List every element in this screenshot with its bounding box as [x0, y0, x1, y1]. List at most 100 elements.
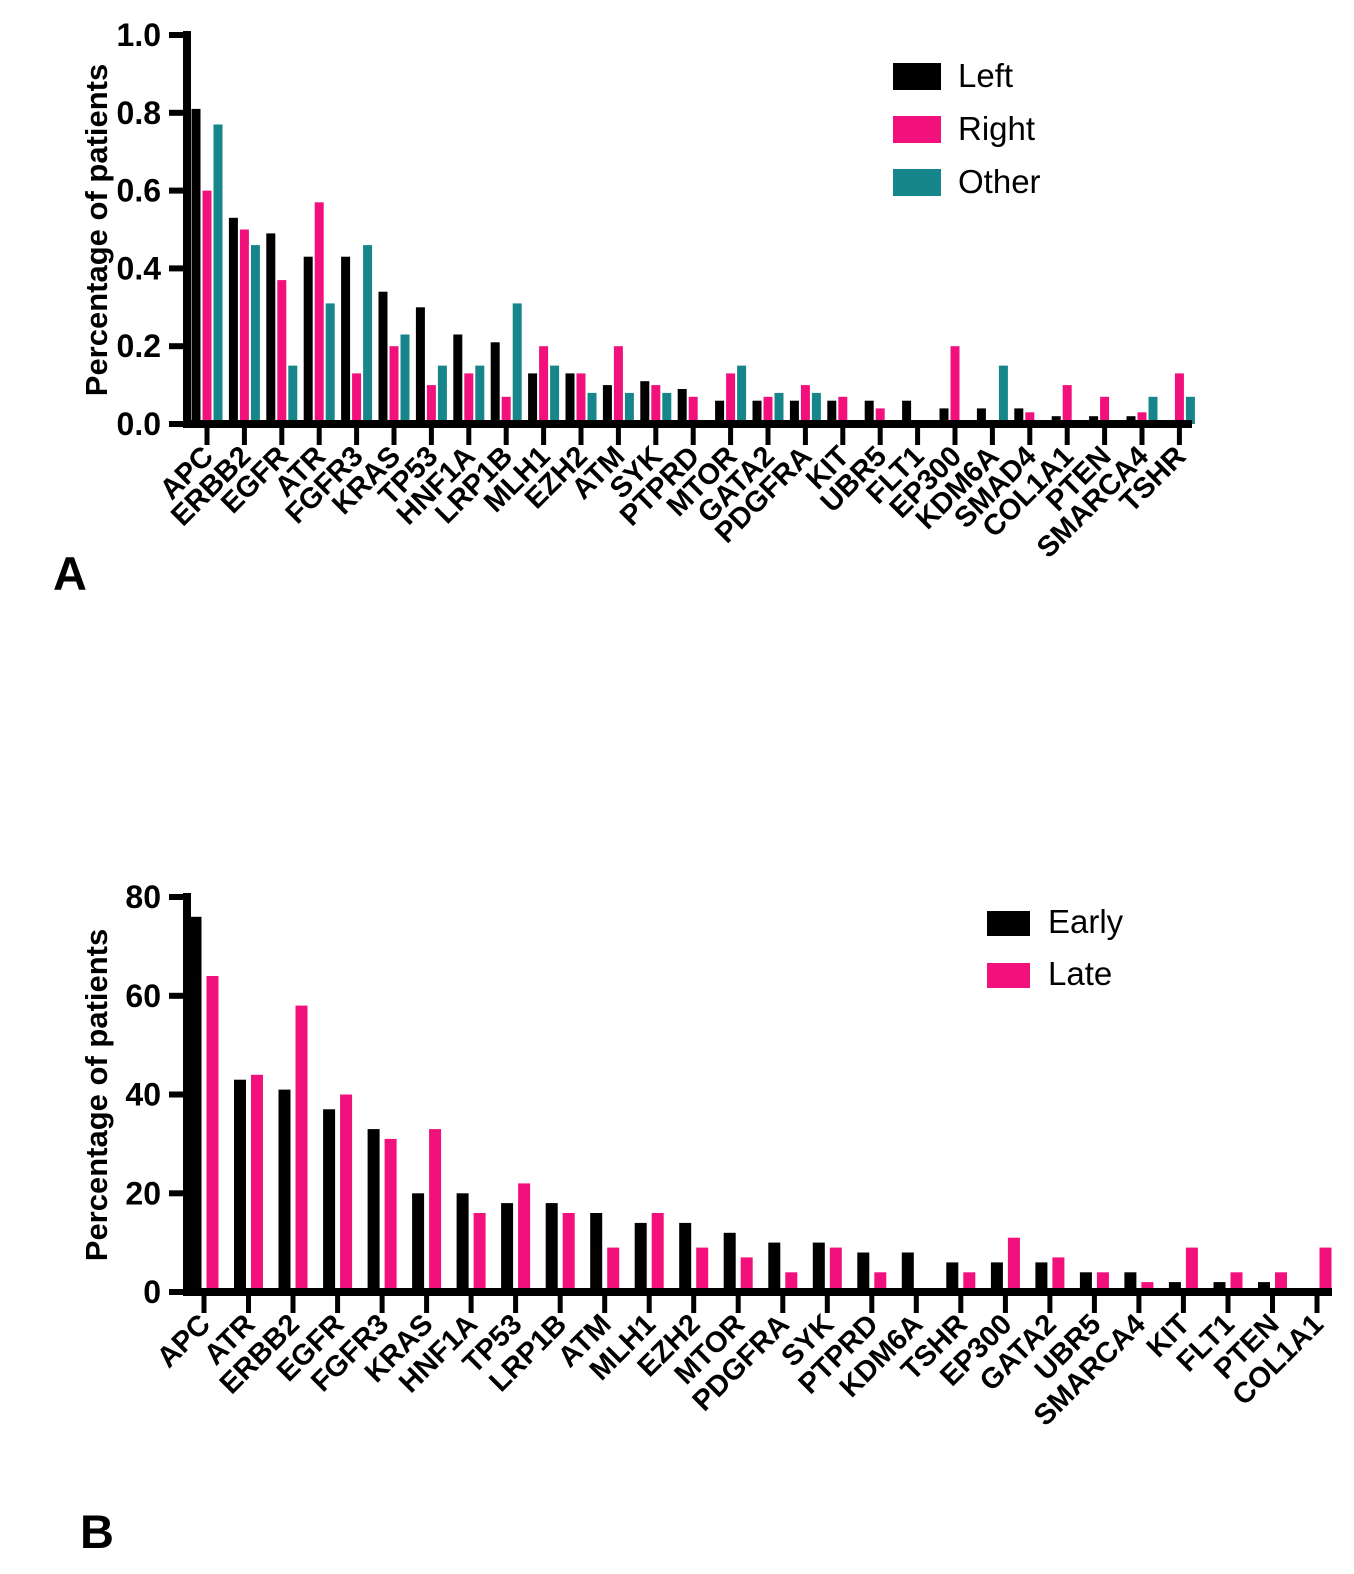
bar-other-atm [624, 392, 634, 424]
bar-early-ezh2 [679, 1222, 692, 1292]
y-tick-label: 0.4 [117, 250, 162, 286]
bar-other-mlh1 [550, 365, 560, 424]
bar-left-ep300 [939, 408, 949, 424]
bar-right-ep300 [950, 346, 960, 424]
bar-late-col1a1 [1319, 1247, 1332, 1292]
y-tick-label: 80 [125, 879, 161, 915]
x-axis [183, 420, 1192, 428]
bar-late-fgfr3 [384, 1138, 397, 1292]
bar-late-hnf1a [473, 1213, 486, 1292]
bar-right-lrp1b [501, 396, 511, 424]
bar-early-apc [189, 916, 202, 1293]
bar-right-erbb2 [239, 229, 249, 424]
x-tick [290, 1296, 296, 1313]
x-tick [1176, 428, 1182, 445]
y-tick [169, 1289, 183, 1295]
x-tick [204, 428, 210, 445]
x-tick [1091, 1296, 1097, 1313]
bar-early-ptprd [857, 1252, 870, 1292]
bar-other-mtor [737, 365, 747, 424]
y-tick [169, 1190, 183, 1197]
bar-late-pten [1275, 1272, 1287, 1293]
y-tick [169, 421, 183, 427]
bar-right-atr [314, 202, 324, 424]
bar-right-smarca4 [1137, 412, 1147, 424]
bar-other-syk [662, 392, 672, 424]
bar-late-syk [829, 1247, 842, 1292]
bar-right-ubr5 [875, 408, 885, 424]
y-tick-label: 0 [143, 1274, 161, 1310]
bar-right-mlh1 [539, 346, 549, 424]
y-axis [183, 31, 191, 428]
bar-late-tshr [963, 1272, 976, 1293]
bar-early-hnf1a [456, 1193, 469, 1293]
y-tick [169, 343, 183, 350]
bar-early-fgfr3 [367, 1129, 380, 1292]
bar-late-atr [251, 1074, 263, 1293]
legend-swatch-right [893, 116, 941, 143]
bar-other-lrp1b [512, 303, 522, 424]
bar-right-pten [1100, 396, 1110, 424]
bar-late-apc [206, 976, 219, 1292]
x-tick [1047, 1296, 1053, 1313]
bar-early-mlh1 [634, 1222, 647, 1292]
bar-early-tshr [946, 1262, 959, 1292]
x-tick [541, 428, 547, 445]
bar-left-gata2 [752, 400, 762, 424]
bar-left-fgfr3 [341, 256, 351, 424]
panel-b-label: B [80, 1505, 114, 1558]
legend-swatch-left [893, 63, 941, 90]
legend-swatch-early [987, 911, 1030, 936]
legend-swatch-late [987, 963, 1030, 988]
y-axis-title: Percentage of patients [79, 64, 114, 396]
x-tick [379, 1296, 385, 1313]
bar-early-atm [590, 1213, 603, 1292]
x-tick [691, 1296, 697, 1313]
bar-early-ubr5 [1079, 1272, 1092, 1293]
bar-late-ubr5 [1096, 1272, 1109, 1293]
bar-left-mlh1 [528, 373, 538, 424]
bar-left-kdm6a [976, 408, 986, 424]
x-tick [246, 1296, 251, 1313]
bar-late-mlh1 [651, 1213, 664, 1292]
bar-right-tp53 [426, 385, 436, 424]
x-tick [646, 1296, 652, 1313]
x-tick [1002, 1296, 1008, 1313]
x-tick [557, 1296, 563, 1313]
bar-early-gata2 [1035, 1262, 1048, 1292]
bar-left-kit [827, 400, 837, 424]
legend-label-early: Early [1048, 903, 1124, 940]
x-tick [1139, 428, 1145, 445]
x-tick [840, 428, 846, 445]
x-tick [279, 428, 285, 445]
bar-right-pdgfra [800, 385, 810, 424]
y-tick [169, 1091, 183, 1098]
bar-early-ep300 [990, 1262, 1003, 1292]
y-tick-label: 1.0 [117, 17, 161, 53]
legend-label-other: Other [958, 163, 1041, 200]
x-tick [1225, 1296, 1231, 1313]
bar-left-egfr [266, 233, 276, 424]
x-tick [690, 428, 696, 445]
bar-late-smarca4 [1141, 1282, 1154, 1292]
bar-right-syk [651, 385, 661, 424]
bar-early-egfr [323, 1109, 336, 1292]
x-tick [952, 428, 958, 445]
bar-late-flt1 [1230, 1272, 1243, 1293]
bar-right-col1a1 [1062, 385, 1072, 424]
bar-right-atm [613, 346, 623, 424]
x-tick [958, 1296, 964, 1313]
x-tick [615, 428, 621, 445]
bar-early-pten [1258, 1282, 1270, 1292]
y-axis [183, 893, 191, 1296]
y-tick [169, 32, 183, 38]
panel-a-label: A [53, 547, 87, 600]
y-tick [169, 894, 183, 900]
bar-early-pdgfra [768, 1242, 781, 1292]
bar-late-tp53 [518, 1183, 531, 1292]
bar-other-kras [400, 334, 410, 424]
bar-left-ezh2 [565, 373, 575, 424]
x-tick [877, 428, 883, 445]
bar-other-apc [213, 124, 223, 424]
